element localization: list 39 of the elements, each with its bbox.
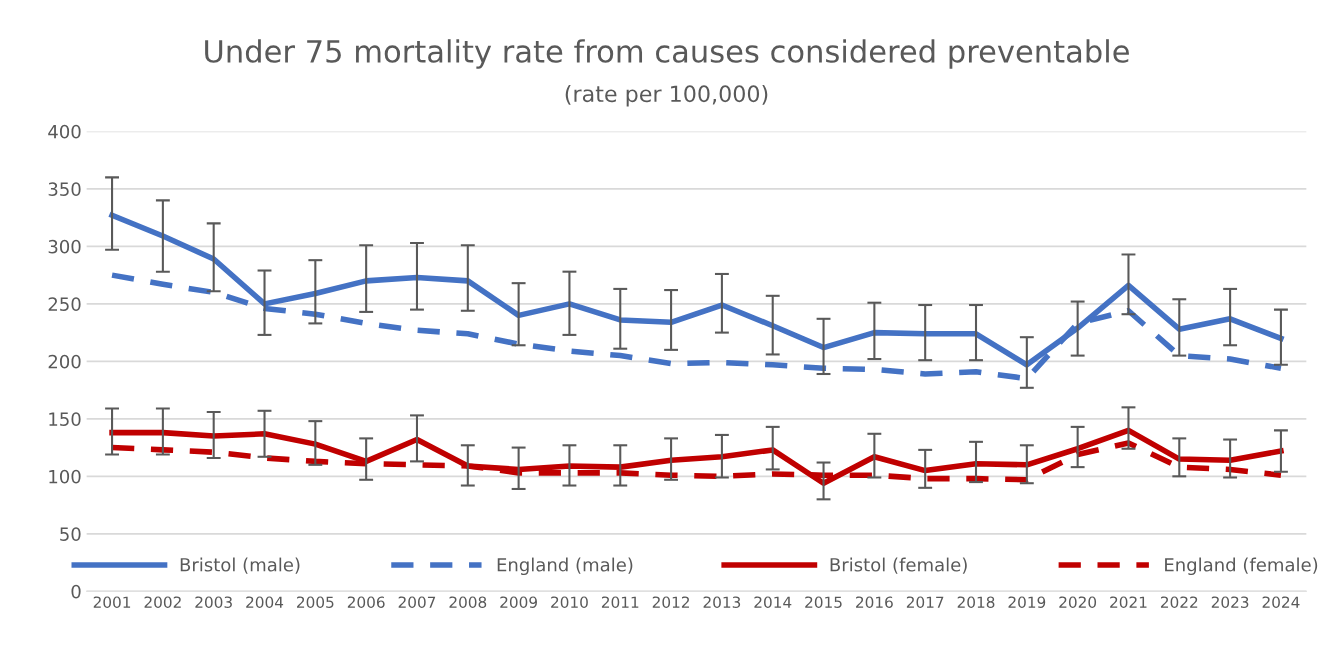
chart-title: Under 75 mortality rate from causes considered preventable: [205, 39, 1129, 69]
x-tick-label: 2008: [449, 596, 487, 608]
x-tick-label: 2011: [601, 596, 639, 608]
x-tick-label: 2016: [856, 596, 893, 608]
chart-subtitle: (rate per 100,000): [565, 84, 768, 107]
x-tick-label: 2020: [1059, 596, 1097, 608]
x-tick-label: 2007: [398, 596, 436, 608]
legend-label: Bristol (male): [180, 557, 300, 574]
y-tick-label: 350: [48, 182, 81, 196]
y-tick-label: 400: [48, 124, 81, 139]
y-tick-label: 150: [49, 412, 81, 426]
x-tick-label: 2012: [652, 596, 689, 608]
x-tick-label: 2004: [246, 596, 284, 608]
x-tick-label: 2018: [957, 596, 995, 608]
x-tick-label: 2003: [195, 596, 232, 608]
x-tick-label: 2013: [703, 596, 741, 608]
x-tick-label: 2023: [1211, 596, 1249, 608]
x-tick-label: 2010: [551, 596, 588, 608]
x-tick-label: 2001: [93, 596, 131, 608]
x-tick-label: 2002: [144, 596, 181, 608]
x-tick-label: 2017: [906, 596, 944, 608]
legend-label: England (female): [1165, 557, 1318, 576]
y-tick-label: 250: [48, 297, 81, 311]
x-tick-label: 2024: [1262, 596, 1300, 608]
x-tick-label: 2006: [347, 596, 385, 608]
y-tick-label: 0: [71, 584, 81, 599]
x-tick-label: 2019: [1008, 596, 1046, 608]
x-tick-label: 2005: [297, 596, 334, 608]
x-tick-label: 2014: [754, 596, 792, 608]
y-tick-label: 300: [48, 239, 81, 254]
x-tick-label: 2021: [1110, 596, 1147, 608]
x-tick-label: 2022: [1160, 596, 1198, 608]
x-tick-label: 2009: [500, 596, 537, 608]
legend-label: Bristol (female): [830, 557, 967, 574]
y-tick-label: 50: [60, 527, 81, 541]
y-tick-label: 200: [48, 354, 81, 369]
y-tick-label: 100: [49, 469, 81, 484]
legend-label: England (male): [497, 557, 633, 576]
x-tick-label: 2015: [805, 596, 842, 608]
